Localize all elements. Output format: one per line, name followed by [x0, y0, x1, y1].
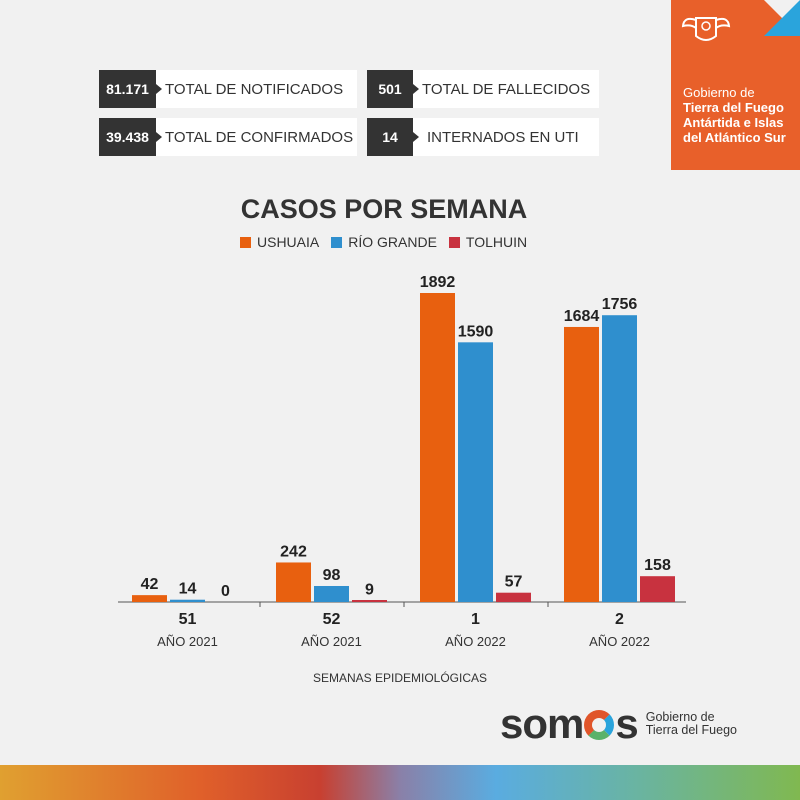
bar-value-label: 42 — [141, 576, 159, 593]
x-tick-sublabel: AÑO 2022 — [589, 634, 650, 649]
somos-logo: som s Gobierno de Tierra del Fuego — [500, 700, 737, 748]
bar-ushuaia — [132, 595, 167, 602]
legend-label: TOLHUIN — [465, 234, 528, 250]
x-tick-label: 2 — [615, 611, 624, 628]
bar-ushuaia — [564, 326, 599, 602]
legend-label: USHUAIA — [257, 234, 320, 250]
legend-swatch — [448, 237, 460, 248]
brand-line3: Antártida e Islas — [683, 115, 784, 130]
logo-ring-icon — [584, 710, 615, 740]
bar-ushuaia — [420, 293, 455, 602]
stat-label: TOTAL DE FALLECIDOS — [422, 80, 591, 98]
x-tick-label: 1 — [471, 611, 480, 628]
government-brand-block: Gobierno de Tierra del Fuego Antártida e… — [671, 0, 800, 170]
stat-fallecidos: 501 TOTAL DE FALLECIDOS — [367, 70, 599, 108]
bar-río-grande — [602, 315, 637, 602]
bar-value-label: 0 — [221, 583, 230, 600]
stat-value: 81.171 — [99, 70, 162, 108]
bar-value-label: 1590 — [458, 323, 494, 340]
legend-label: RÍO GRANDE — [348, 234, 437, 250]
bar-tolhuin — [352, 600, 387, 602]
legend-item-ushuaia: USHUAIA — [240, 234, 319, 250]
legend-item-tolhuin: TOLHUIN — [448, 234, 528, 250]
logo-wordmark: som s — [500, 700, 639, 747]
legend-swatch — [331, 237, 343, 248]
stat-uti: 14 INTERNADOS EN UTI — [367, 118, 599, 156]
bar-value-label: 1756 — [602, 296, 638, 313]
brand-line2: Tierra del Fuego — [683, 100, 784, 115]
bar-value-label: 1684 — [564, 308, 600, 325]
logo-sub2: Tierra del Fuego — [645, 723, 737, 737]
x-tick-sublabel: AÑO 2021 — [157, 634, 218, 649]
coat-of-arms-icon — [681, 17, 731, 41]
bar-value-label: 242 — [280, 543, 307, 560]
brand-line4: del Atlántico Sur — [683, 130, 786, 145]
x-tick-sublabel: AÑO 2022 — [445, 634, 506, 649]
stat-notificados: 81.171 TOTAL DE NOTIFICADOS — [99, 70, 357, 108]
bar-value-label: 98 — [323, 567, 341, 584]
bar-value-label: 1892 — [420, 274, 456, 291]
x-axis-title: SEMANAS EPIDEMIOLÓGICAS — [312, 671, 488, 685]
x-tick-label: 51 — [179, 611, 197, 628]
x-tick-label: 52 — [323, 611, 341, 628]
stat-label: TOTAL DE NOTIFICADOS — [165, 80, 344, 98]
color-gradient-bar — [0, 765, 800, 800]
legend-swatch — [240, 237, 251, 248]
stat-label: TOTAL DE CONFIRMADOS — [165, 128, 354, 146]
bar-tolhuin — [496, 592, 531, 602]
chart-title: CASOS POR SEMANA — [240, 194, 528, 224]
brand-line1: Gobierno de — [683, 85, 755, 100]
logo-sub1: Gobierno de — [645, 710, 715, 724]
bar-tolhuin — [640, 576, 675, 602]
legend-item-rio-grande: RÍO GRANDE — [331, 234, 437, 250]
bar-chart: 42 14 0 51 AÑO 2021 242 98 9 52 AÑO 2021 1892 1590 5… — [118, 274, 686, 649]
bar-río-grande — [314, 585, 349, 602]
stat-label: INTERNADOS EN UTI — [427, 128, 579, 146]
bar-value-label: 57 — [505, 574, 523, 591]
corner-fold-blue — [764, 0, 800, 36]
chart-legend: USHUAIA RÍO GRANDE TOLHUIN — [240, 234, 527, 250]
stat-value: 39.438 — [99, 118, 162, 156]
bar-río-grande — [170, 599, 205, 602]
stat-value: 501 — [367, 70, 419, 108]
stat-value: 14 — [367, 118, 419, 156]
bar-río-grande — [458, 342, 493, 602]
bar-value-label: 9 — [365, 582, 374, 599]
x-tick-sublabel: AÑO 2021 — [301, 634, 362, 649]
stat-confirmados: 39.438 TOTAL DE CONFIRMADOS — [99, 118, 357, 156]
bar-value-label: 14 — [179, 581, 197, 598]
bar-ushuaia — [276, 562, 311, 602]
bar-value-label: 158 — [644, 557, 671, 574]
